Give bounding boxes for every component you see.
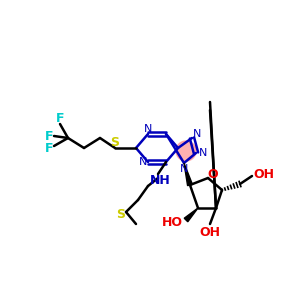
Text: N: N: [144, 124, 152, 134]
Text: F: F: [45, 130, 53, 142]
Text: OH: OH: [200, 226, 220, 238]
Text: S: S: [116, 208, 125, 220]
Text: O: O: [208, 167, 218, 181]
Text: N: N: [139, 157, 147, 167]
Text: N: N: [199, 148, 207, 158]
Text: N: N: [193, 129, 201, 139]
Polygon shape: [184, 163, 192, 186]
Text: S: S: [110, 136, 119, 149]
Text: N: N: [180, 164, 188, 174]
Text: F: F: [45, 142, 53, 154]
Text: F: F: [56, 112, 64, 125]
Text: OH: OH: [254, 167, 274, 181]
Polygon shape: [184, 208, 198, 222]
Text: HO: HO: [161, 215, 182, 229]
Circle shape: [176, 141, 196, 161]
Text: NH: NH: [150, 173, 170, 187]
